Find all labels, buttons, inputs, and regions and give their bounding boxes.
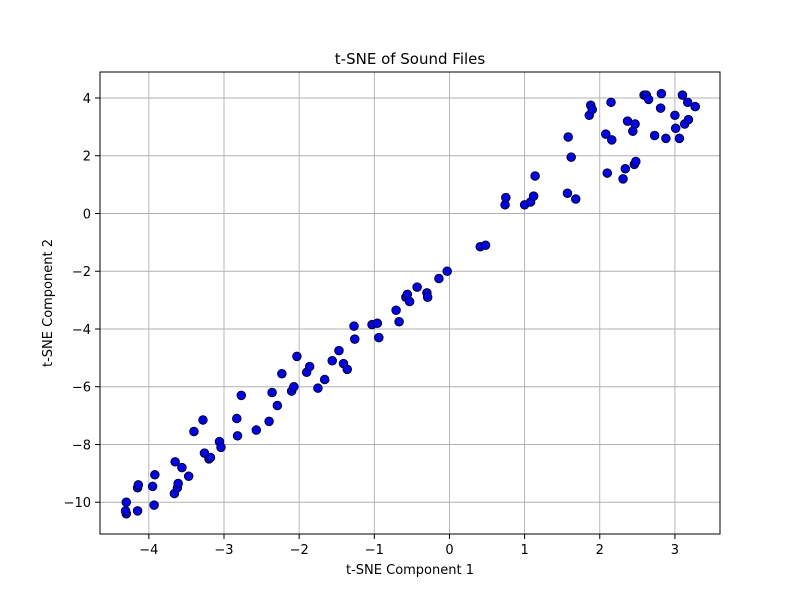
data-point	[327, 356, 337, 366]
data-point	[683, 114, 694, 125]
data-point	[394, 317, 404, 327]
y-tick-label: 2	[83, 150, 91, 165]
data-point	[618, 174, 628, 184]
data-point	[342, 364, 352, 375]
data-point	[528, 191, 539, 201]
data-point	[655, 103, 666, 113]
y-axis-label: t-SNE Component 2	[41, 239, 56, 367]
data-point	[607, 135, 617, 145]
data-point	[133, 480, 144, 490]
data-point	[150, 470, 160, 480]
data-point	[289, 381, 299, 392]
data-point	[670, 123, 681, 134]
data-point	[232, 413, 242, 424]
data-point	[656, 88, 667, 99]
data-point	[183, 471, 194, 482]
data-point	[404, 296, 415, 307]
data-point	[630, 119, 640, 129]
data-point	[631, 156, 641, 167]
data-point	[149, 500, 159, 510]
data-point	[690, 101, 700, 112]
y-tick-label: 4	[83, 92, 91, 107]
data-point	[374, 332, 384, 343]
x-tick-label: 2	[596, 543, 604, 558]
data-point	[132, 506, 143, 516]
data-point	[236, 390, 247, 401]
x-tick-label: −1	[365, 543, 384, 558]
plot-frame	[99, 71, 721, 535]
data-points	[120, 88, 700, 519]
data-point	[661, 133, 671, 144]
chart-title: t-SNE of Sound Files	[335, 50, 486, 68]
data-point	[313, 383, 323, 393]
data-point	[677, 90, 688, 100]
data-point	[530, 171, 540, 181]
data-point	[643, 94, 654, 105]
data-point	[349, 321, 359, 331]
data-point	[649, 130, 660, 141]
x-tick-label: −2	[290, 543, 309, 558]
x-tick-label: 3	[671, 543, 679, 558]
y-tick-label: −4	[72, 323, 91, 338]
data-point	[412, 282, 422, 292]
data-point	[501, 192, 511, 203]
y-tick-label: 0	[83, 207, 91, 222]
data-point	[319, 374, 330, 385]
data-point	[120, 506, 131, 516]
data-point	[372, 318, 383, 328]
data-point	[189, 426, 199, 437]
data-point	[350, 334, 360, 344]
data-point	[251, 425, 262, 435]
data-point	[292, 351, 302, 362]
data-point	[173, 478, 183, 489]
data-point	[232, 431, 243, 441]
data-point	[601, 129, 611, 139]
data-point	[480, 240, 491, 250]
data-point	[620, 163, 631, 174]
data-point	[264, 416, 274, 427]
y-tick-label: −2	[72, 265, 91, 280]
data-point	[562, 188, 573, 199]
data-point	[602, 168, 613, 178]
data-point	[121, 497, 132, 507]
data-point	[670, 110, 680, 121]
data-point	[563, 132, 573, 142]
grid-lines	[100, 72, 720, 534]
data-point	[674, 133, 685, 144]
data-point	[170, 457, 180, 467]
data-point	[304, 361, 315, 372]
data-point	[587, 104, 597, 115]
data-point	[267, 387, 277, 398]
data-point	[334, 345, 344, 356]
data-point	[606, 97, 616, 108]
data-point	[205, 452, 216, 463]
data-point	[177, 462, 187, 473]
x-tick-label: 0	[445, 543, 453, 558]
data-point	[570, 194, 581, 204]
data-point	[434, 273, 444, 284]
data-point	[272, 400, 283, 411]
y-tick-label: −6	[72, 381, 91, 396]
data-point	[442, 266, 452, 276]
data-point	[216, 442, 226, 453]
data-point	[566, 152, 576, 162]
data-point	[277, 368, 287, 379]
data-point	[682, 97, 693, 108]
data-point	[198, 415, 208, 425]
x-axis-label: t-SNE Component 1	[346, 563, 474, 578]
data-point	[147, 481, 158, 492]
x-tick-label: 1	[520, 543, 528, 558]
y-tick-label: −10	[64, 496, 91, 511]
x-tick-label: −4	[139, 543, 158, 558]
x-tick-label: −3	[214, 543, 233, 558]
data-point	[391, 305, 401, 315]
y-tick-label: −8	[72, 438, 91, 453]
data-point	[422, 292, 433, 302]
